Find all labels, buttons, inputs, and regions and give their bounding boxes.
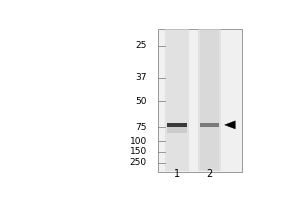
Polygon shape bbox=[225, 121, 235, 129]
Text: 37: 37 bbox=[135, 73, 147, 82]
Text: 100: 100 bbox=[130, 137, 147, 146]
Bar bbox=[158, 29, 242, 172]
Bar bbox=[167, 123, 187, 127]
Bar bbox=[165, 29, 189, 171]
Text: 2: 2 bbox=[206, 169, 213, 179]
Bar bbox=[167, 127, 187, 133]
Bar bbox=[200, 123, 219, 127]
Text: 50: 50 bbox=[135, 97, 147, 106]
Bar bbox=[200, 30, 219, 170]
Text: 1: 1 bbox=[174, 169, 180, 179]
Text: 25: 25 bbox=[135, 41, 147, 50]
Bar bbox=[198, 29, 221, 171]
Text: 150: 150 bbox=[130, 147, 147, 156]
Text: 250: 250 bbox=[130, 158, 147, 167]
Text: 75: 75 bbox=[135, 123, 147, 132]
